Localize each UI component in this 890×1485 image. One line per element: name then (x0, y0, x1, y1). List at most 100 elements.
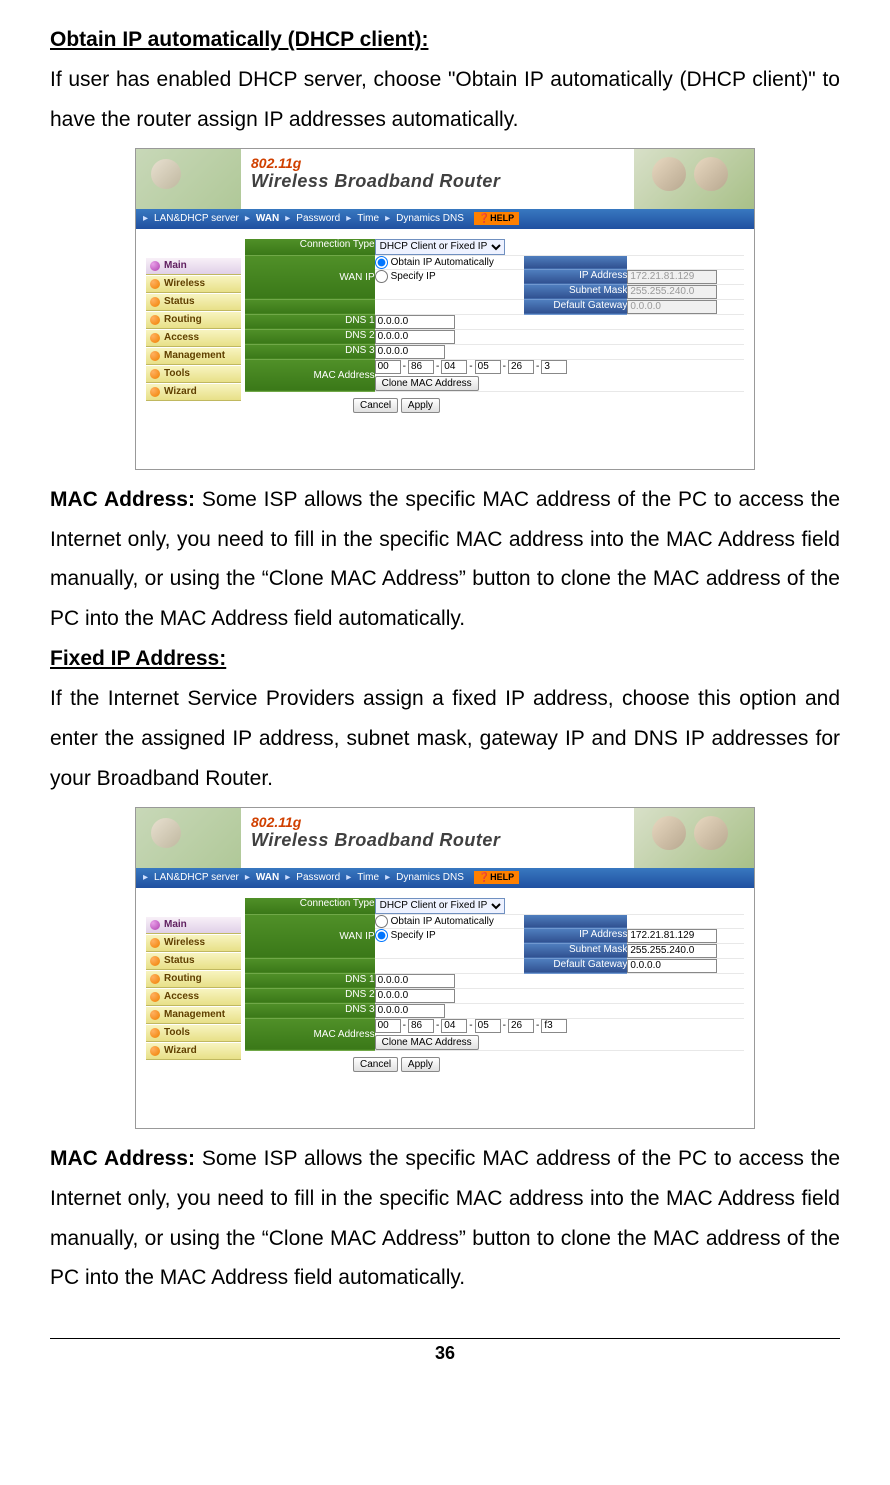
topnav-item[interactable]: WAN (256, 872, 279, 883)
ip-address-input[interactable] (627, 270, 717, 284)
label-connection-type: Connection Type (245, 239, 375, 256)
dns3-input[interactable] (375, 345, 445, 359)
subnet-mask-input[interactable] (627, 285, 717, 299)
topnav-item[interactable]: Dynamics DNS (396, 872, 464, 883)
mac-separator: - (436, 1020, 439, 1031)
label-dns1: DNS 1 (245, 314, 375, 329)
sidebar-item-wizard[interactable]: Wizard (146, 1042, 241, 1060)
bullet-icon (150, 920, 160, 930)
topnav-item[interactable]: Password (296, 213, 340, 224)
mac-separator: - (503, 361, 506, 372)
bullet-icon (150, 956, 160, 966)
banner-photo-left (136, 808, 241, 868)
obtain-ip-radio[interactable] (375, 256, 388, 269)
dns3-input[interactable] (375, 1004, 445, 1018)
top-nav: ▸LAN&DHCP server▸WAN▸Password▸Time▸Dynam… (136, 209, 754, 229)
sidebar-item-management[interactable]: Management (146, 1006, 241, 1024)
bullet-icon (150, 1028, 160, 1038)
sidebar-item-access[interactable]: Access (146, 988, 241, 1006)
label-default-gateway: Default Gateway (524, 958, 628, 973)
router-banner: 802.11g Wireless Broadband Router (136, 149, 754, 209)
ip-address-input[interactable] (627, 929, 717, 943)
apply-button[interactable]: Apply (401, 398, 440, 413)
mac-label-bold-2: MAC Address: (50, 1147, 195, 1170)
sidebar-item-main[interactable]: Main (146, 257, 241, 275)
dns1-input[interactable] (375, 315, 455, 329)
dns2-input[interactable] (375, 989, 455, 1003)
mac-separator: - (436, 361, 439, 372)
sidebar-item-tools[interactable]: Tools (146, 365, 241, 383)
paragraph-mac-2: MAC Address: Some ISP allows the specifi… (50, 1139, 840, 1299)
dns1-input[interactable] (375, 974, 455, 988)
banner-protocol: 802.11g (251, 155, 624, 171)
bullet-icon (150, 1010, 160, 1020)
mac-segment-input[interactable] (508, 1019, 534, 1033)
topnav-item[interactable]: Password (296, 872, 340, 883)
sidebar-item-routing[interactable]: Routing (146, 970, 241, 988)
obtain-ip-label: Obtain IP Automatically (391, 257, 494, 268)
apply-button[interactable]: Apply (401, 1057, 440, 1072)
topnav-item[interactable]: Dynamics DNS (396, 213, 464, 224)
mac-separator: - (403, 1020, 406, 1031)
mac-segment-input[interactable] (508, 360, 534, 374)
connection-type-select[interactable]: DHCP Client or Fixed IP (375, 898, 505, 914)
default-gateway-input[interactable] (627, 300, 717, 314)
sidebar-menu: Main Wireless Status Routing Access Mana… (146, 229, 241, 469)
mac-segment-input[interactable] (541, 1019, 567, 1033)
chevron-right-icon: ▸ (143, 213, 148, 224)
topnav-item[interactable]: Time (357, 872, 379, 883)
obtain-ip-radio[interactable] (375, 915, 388, 928)
label-subnet-mask: Subnet Mask (524, 943, 628, 958)
label-mac-address: MAC Address (245, 359, 375, 391)
sidebar-item-status[interactable]: Status (146, 293, 241, 311)
connection-type-select[interactable]: DHCP Client or Fixed IP (375, 239, 505, 255)
mac-segment-input[interactable] (408, 360, 434, 374)
dns2-input[interactable] (375, 330, 455, 344)
bullet-icon (150, 369, 160, 379)
cancel-button[interactable]: Cancel (353, 398, 398, 413)
mac-segment-input[interactable] (475, 360, 501, 374)
topnav-item[interactable]: Time (357, 213, 379, 224)
topnav-item[interactable]: LAN&DHCP server (154, 213, 239, 224)
mac-separator: - (536, 361, 539, 372)
topnav-item[interactable]: WAN (256, 213, 279, 224)
mac-segment-input[interactable] (475, 1019, 501, 1033)
help-button[interactable]: ❓HELP (474, 871, 519, 884)
mac-segment-input[interactable] (441, 360, 467, 374)
sidebar-item-management[interactable]: Management (146, 347, 241, 365)
mac-segment-input[interactable] (375, 1019, 401, 1033)
banner-protocol: 802.11g (251, 814, 624, 830)
topnav-item[interactable]: LAN&DHCP server (154, 872, 239, 883)
label-default-gateway: Default Gateway (524, 299, 628, 314)
bullet-icon (150, 974, 160, 984)
cancel-button[interactable]: Cancel (353, 1057, 398, 1072)
mac-segment-input[interactable] (408, 1019, 434, 1033)
banner-product-title: Wireless Broadband Router (251, 830, 624, 851)
specify-ip-radio[interactable] (375, 929, 388, 942)
sidebar-item-main[interactable]: Main (146, 916, 241, 934)
mac-segment-input[interactable] (441, 1019, 467, 1033)
default-gateway-input[interactable] (627, 959, 717, 973)
banner-photo-left (136, 149, 241, 209)
sidebar-item-wireless[interactable]: Wireless (146, 275, 241, 293)
mac-separator: - (403, 361, 406, 372)
chevron-right-icon: ▸ (385, 213, 390, 224)
help-button[interactable]: ❓HELP (474, 212, 519, 225)
clone-mac-button[interactable]: Clone MAC Address (375, 1035, 479, 1050)
subnet-mask-input[interactable] (627, 944, 717, 958)
sidebar-item-tools[interactable]: Tools (146, 1024, 241, 1042)
clone-mac-button[interactable]: Clone MAC Address (375, 376, 479, 391)
banner-title-area: 802.11g Wireless Broadband Router (241, 808, 634, 868)
mac-segment-input[interactable] (375, 360, 401, 374)
sidebar-item-status[interactable]: Status (146, 952, 241, 970)
sidebar-item-routing[interactable]: Routing (146, 311, 241, 329)
sidebar-item-wizard[interactable]: Wizard (146, 383, 241, 401)
specify-ip-radio[interactable] (375, 270, 388, 283)
mac-segment-input[interactable] (541, 360, 567, 374)
bullet-icon (150, 387, 160, 397)
sidebar-item-access[interactable]: Access (146, 329, 241, 347)
paragraph-obtain-ip: If user has enabled DHCP server, choose … (50, 60, 840, 140)
bullet-icon (150, 351, 160, 361)
bullet-icon (150, 938, 160, 948)
sidebar-item-wireless[interactable]: Wireless (146, 934, 241, 952)
